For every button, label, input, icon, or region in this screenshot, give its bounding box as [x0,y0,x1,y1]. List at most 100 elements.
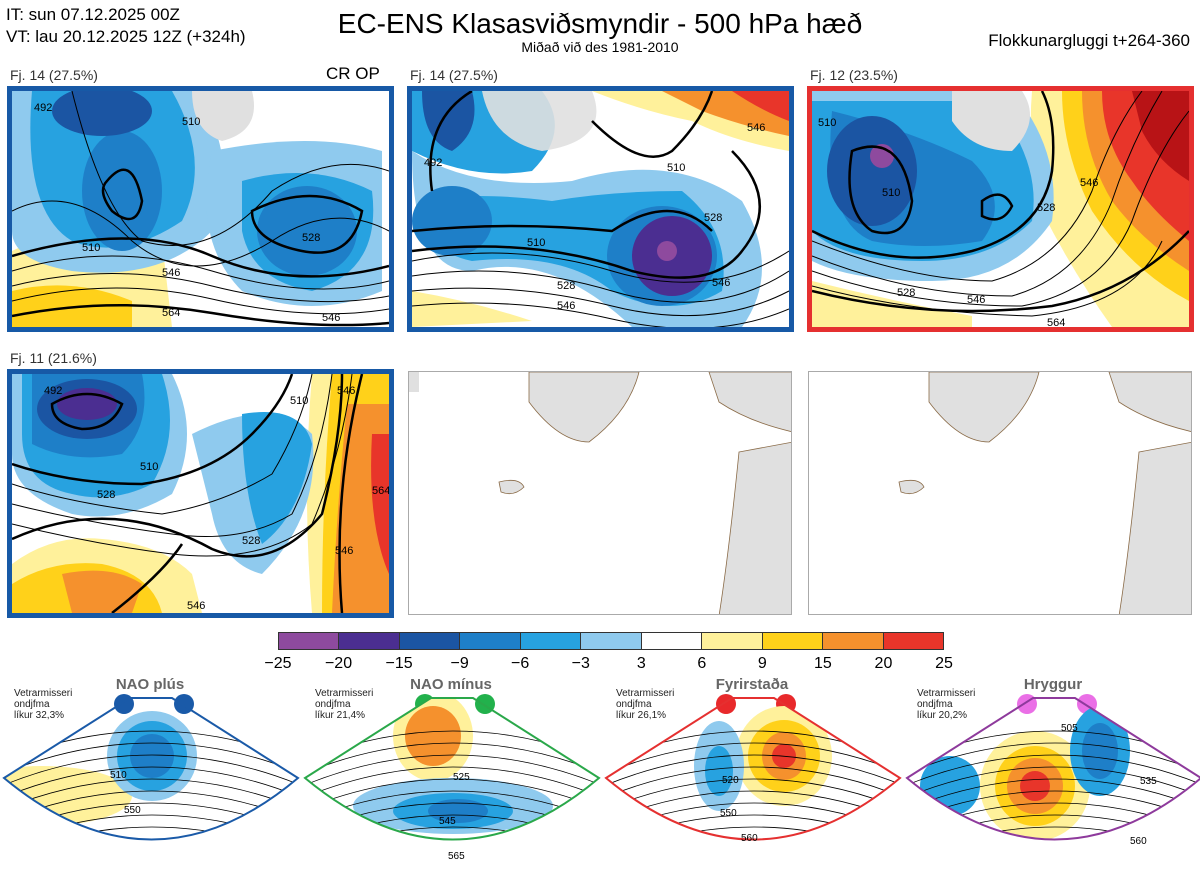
p4-contour-492: 492 [44,385,62,397]
regime-contour-label: 550 [124,805,141,816]
regime-contour-label: 545 [439,816,456,827]
height-contour [4,778,298,815]
colorbar-swatch [581,633,642,649]
regime-note: Vetrarmisseri ondjfma líkur 26,1% [616,688,674,721]
empty-map-6 [808,371,1192,615]
colorbar-tick-label: −3 [571,655,590,672]
regime-fan-outline [303,697,601,841]
regime-title: Fyrirstaða [715,676,789,693]
p2-contour-492: 492 [424,157,442,169]
colorbar-tick-label: 20 [874,655,893,672]
regime-note-line: líkur 20,2% [917,710,968,721]
regime-contour-label: 520 [722,775,739,786]
colorbar-tick-label: 3 [636,655,646,672]
height-contour [907,754,1200,791]
colorbar-tick-label: 25 [935,655,953,672]
height-contour [4,766,298,803]
colorbar-swatch [520,633,582,649]
regime-note-line: líkur 32,3% [14,710,65,721]
colorbar-swatch [762,633,824,649]
colorbar-swatch [883,633,943,649]
height-contour [305,826,599,840]
regime-contour-label: 510 [110,770,127,781]
regime-fan-outline [604,697,902,841]
regime-fan-outline [2,697,300,841]
height-contour [606,778,900,815]
regime-title: NAO mínus [410,676,492,693]
colorbar-tick-label: −6 [511,655,530,672]
regime-fan-graphic: 505 535 560 [905,697,1200,847]
regime-panel: Fyrirstaða Vetrarmisseri ondjfma líkur 26,1… [604,676,902,871]
p3-contour-528b: 528 [1037,202,1055,214]
height-contour [606,826,900,840]
page-title: EC-ENS Klasasviðsmyndir - 500 hPa hæð [337,8,863,39]
cluster-map-2: 492 510 510 528 528 546 546 546 [407,86,794,332]
p4-contour-528a: 528 [97,489,115,501]
page-subtitle: Miðað við des 1981-2010 [521,39,679,55]
colorbar-tick-label: 6 [697,655,707,672]
height-contour [4,742,298,779]
regime-fan-outline [905,697,1200,841]
regime-note-line: líkur 21,4% [315,710,366,721]
p1-contour-528: 528 [302,232,320,244]
panel-1-label: Fj. 14 (27.5%) [10,67,98,83]
regime-panel: NAO plús Vetrarmisseri ondjfma líkur 32,3% 5… [2,676,300,871]
p1-contour-546: 546 [162,267,180,279]
colorbar-swatch [460,633,521,649]
empty-map-5 [408,371,792,615]
height-contour [305,754,599,791]
regime-note: Vetrarmisseri ondjfma líkur 21,4% [315,688,373,721]
colorbar-swatch [641,633,703,649]
p2-contour-510b: 510 [667,162,685,174]
regime-panel: NAO mínus Vetrarmisseri ondjfma líkur 21,4%… [303,676,601,871]
colorbar-tick-label: −15 [385,655,413,672]
p3-contour-510b: 510 [882,187,900,199]
regime-note-line: Vetrarmisseri [315,688,374,699]
height-contour [606,742,900,779]
regime-contour-label: 560 [741,833,758,844]
colorbar [278,632,944,650]
regime-note-line: ondjfma [315,699,351,710]
anomaly-blob [4,766,132,826]
colorbar-tick-label: 15 [814,655,832,672]
colorbar-swatch [279,633,340,649]
p2-contour-546b: 546 [712,277,730,289]
cluster-map-4: 492 510 528 528 546 546 564 510 546 [7,369,394,618]
anomaly-blob [1020,771,1050,801]
p1-contour-492: 492 [34,102,52,114]
p1-contour-510a: 510 [182,116,200,128]
height-contour [305,742,599,779]
regime-contour-label: 550 [720,808,737,819]
p4-contour-564: 564 [372,485,389,497]
height-contour [907,766,1200,803]
p2-contour-528a: 528 [557,280,575,292]
colorbar-swatch [702,633,763,649]
regime-note-line: ondjfma [917,699,953,710]
cluster-map-2-graphic: 492 510 510 528 528 546 546 546 [412,91,789,327]
p4-contour-510: 510 [140,461,158,473]
p1-contour-510b: 510 [82,242,100,254]
regime-contour-label: 505 [1061,723,1078,734]
regime-fan-graphic: 520 550 560 [604,697,902,844]
panel-2-label: Fj. 14 (27.5%) [410,67,498,83]
regime-note: Vetrarmisseri ondjfma líkur 32,3% [14,688,72,721]
panel-4-label: Fj. 11 (21.6%) [10,350,97,366]
colorbar-swatch [399,633,461,649]
p4-contour-546a: 546 [187,600,205,612]
regime-note-line: Vetrarmisseri [616,688,675,699]
cluster-map-1: 492 510 510 528 546 564 546 [7,86,394,332]
p4-contour-510b: 510 [290,395,308,407]
p3-contour-564: 564 [1047,317,1065,327]
regime-note-line: ondjfma [616,699,652,710]
p2-contour-546c: 546 [747,122,765,134]
header-times: IT: sun 07.12.2025 00Z VT: lau 20.12.202… [6,4,246,48]
p2-contour-546a: 546 [557,300,575,312]
regime-title: Hryggur [1023,676,1083,693]
regime-fan-graphic: 525 545 565 [303,697,601,862]
height-contour [606,766,900,803]
regime-title: NAO plús [115,676,185,693]
regime-panel: Hryggur Vetrarmisseri ondjfma líkur 20,2% 50… [905,676,1200,871]
height-contour [4,826,298,840]
colorbar-swatch [339,633,400,649]
anomaly-blob [428,799,488,823]
